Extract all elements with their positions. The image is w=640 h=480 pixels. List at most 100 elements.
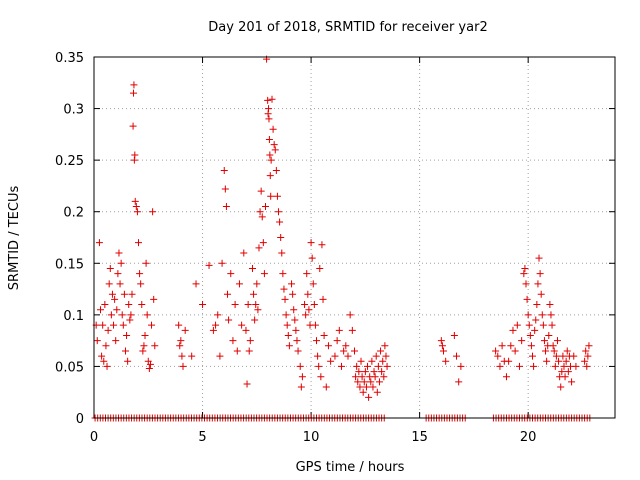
data-point — [267, 192, 275, 200]
data-point — [381, 342, 389, 350]
data-point — [560, 362, 568, 370]
data-point — [264, 96, 272, 104]
data-point — [317, 373, 325, 381]
data-point — [377, 347, 385, 355]
data-point — [115, 249, 123, 257]
data-point — [179, 362, 187, 370]
data-point — [121, 347, 129, 355]
data-point — [568, 378, 576, 386]
data-point — [561, 373, 569, 381]
x-tick-label: 0 — [90, 430, 98, 445]
data-point — [136, 270, 144, 278]
data-point — [246, 337, 254, 345]
data-point — [266, 151, 274, 159]
data-point — [293, 337, 301, 345]
data-point — [346, 311, 354, 319]
data-point — [515, 362, 523, 370]
plot-frame — [93, 56, 616, 419]
data-point — [331, 352, 339, 360]
data-point — [294, 347, 302, 355]
tick-layer: 0 0.05 0.1 0.15 0.2 0.25 0.3 0.35 0 5 10 15 20 — [55, 51, 615, 445]
data-point — [199, 301, 207, 309]
data-point — [278, 249, 286, 257]
data-point — [221, 185, 229, 193]
data-point — [557, 383, 565, 391]
data-point — [129, 122, 137, 130]
data-point — [240, 249, 248, 257]
data-point — [282, 311, 290, 319]
data-point — [367, 378, 375, 386]
data-point — [290, 306, 298, 314]
data-point — [138, 301, 146, 309]
data-point — [95, 239, 103, 247]
data-point — [307, 239, 315, 247]
data-point — [192, 280, 200, 288]
x-tick-label: 10 — [303, 430, 320, 445]
y-tick-label: 0.2 — [63, 206, 84, 221]
data-point — [365, 393, 373, 401]
data-point — [148, 321, 156, 329]
data-point — [344, 352, 352, 360]
data-point — [127, 311, 135, 319]
data-point — [248, 264, 256, 272]
data-point — [130, 89, 138, 97]
data-point — [280, 285, 288, 293]
x-tick-label: 20 — [520, 430, 537, 445]
data-point — [520, 270, 528, 278]
data-point — [231, 301, 239, 309]
data-point — [340, 347, 348, 355]
data-point — [442, 357, 450, 365]
data-point — [238, 321, 246, 329]
data-point — [453, 352, 461, 360]
y-tick-label: 0.35 — [55, 51, 84, 66]
data-point — [536, 270, 544, 278]
data-point — [320, 331, 328, 339]
data-point — [257, 187, 265, 195]
data-point — [551, 362, 559, 370]
data-point — [533, 301, 541, 309]
data-point — [177, 337, 185, 345]
data-point — [112, 337, 120, 345]
data-point — [494, 352, 502, 360]
data-point — [243, 380, 251, 388]
data-point — [275, 208, 283, 216]
data-point — [534, 280, 542, 288]
data-point — [301, 301, 309, 309]
data-point — [310, 301, 318, 309]
data-point — [535, 254, 543, 262]
data-point — [119, 321, 127, 329]
data-point — [380, 373, 388, 381]
data-point — [303, 270, 311, 278]
data-point — [289, 290, 297, 298]
data-point — [348, 326, 356, 334]
data-point — [222, 203, 230, 211]
data-point — [358, 373, 366, 381]
data-point — [507, 342, 515, 350]
data-point — [526, 331, 534, 339]
data-point — [521, 264, 529, 272]
data-point — [351, 347, 358, 355]
data-point — [124, 357, 132, 365]
data-point — [150, 295, 158, 303]
data-point — [105, 280, 113, 288]
data-point — [582, 347, 590, 355]
data-point — [553, 337, 561, 345]
data-point — [220, 166, 228, 174]
data-point — [438, 342, 446, 350]
data-point — [337, 362, 345, 370]
data-point — [181, 326, 189, 334]
data-point — [225, 316, 233, 324]
data-point — [188, 352, 196, 360]
data-point — [304, 290, 312, 298]
data-point — [99, 321, 107, 329]
data-point — [585, 342, 593, 350]
data-point — [550, 347, 558, 355]
data-point — [253, 280, 261, 288]
data-point — [333, 337, 341, 345]
data-point — [130, 81, 138, 89]
y-tick-label: 0.1 — [63, 309, 84, 324]
data-point — [513, 321, 521, 329]
data-point — [564, 368, 572, 376]
data-point — [311, 321, 319, 329]
data-point — [537, 290, 545, 298]
